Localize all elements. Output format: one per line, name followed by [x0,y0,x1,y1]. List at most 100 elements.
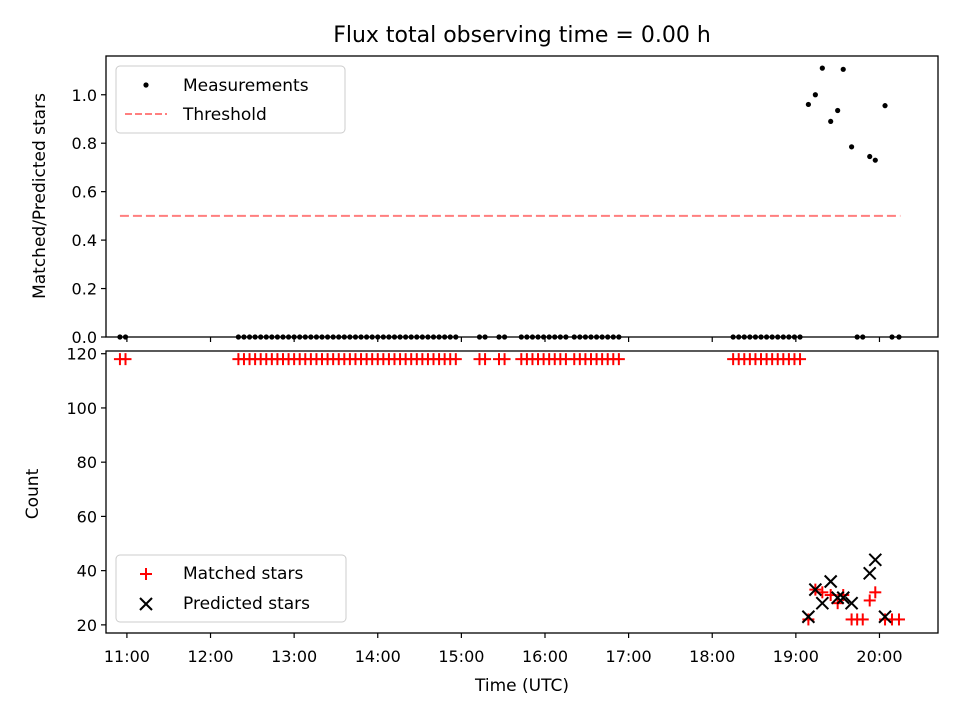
measurement-point [730,334,736,340]
legend-matched-label: Matched stars [183,564,303,584]
bottom-x-tick-label: 18:00 [689,647,735,666]
measurement-point [419,334,425,340]
top-y-tick-label: 0.6 [72,183,97,202]
matched-star-point [612,353,625,366]
predicted-star-stroke [815,596,830,610]
measurement-point [308,334,314,340]
measurement-point [860,334,866,340]
measurement-point [563,334,569,340]
measurement-point [805,101,811,108]
bottom-y-tick-label: 100 [66,399,97,418]
measurement-point [546,334,552,340]
matched-stars-series [113,353,905,626]
measurement-point [896,334,902,340]
measurement-point [436,334,442,340]
measurement-point [352,334,359,340]
predicted-star-point [836,591,850,605]
matched-star-point [449,353,462,366]
measurement-point [577,334,583,340]
measurement-point [324,334,331,340]
measurement-point [403,334,409,340]
predicted-star-stroke [868,553,882,567]
predicted-star-stroke [830,591,845,605]
measurement-point [867,153,873,160]
measurement-point [610,334,616,340]
measurement-point [582,334,589,340]
measurement-point [848,144,855,150]
predicted-star-stroke [863,566,877,581]
top-y-tick-label: 1.0 [72,86,97,105]
bottom-x-tick-label: 14:00 [355,647,401,666]
predicted-star-stroke [878,610,892,624]
measurement-point [291,334,297,340]
bottom-legend-box [115,554,347,623]
matched-star-point [863,594,876,607]
measurement-point [599,334,605,340]
measurement-point [369,334,375,340]
matched-star-point [479,353,492,366]
measurement-point [518,334,524,340]
measurement-point [482,334,488,340]
bottom-x-tick-label: 15:00 [438,647,484,666]
measurement-point [593,334,600,340]
measurement-point [442,334,448,340]
measurement-point [235,334,241,340]
measurement-point [501,334,508,340]
measurement-point [889,334,895,340]
measurement-point [476,334,483,340]
matched-star-point [869,586,882,599]
measurement-point [775,334,781,340]
top-chart-title: Flux total observing time = 0.00 h [333,23,711,48]
measurement-point [541,334,547,340]
predicted-star-point [801,610,816,624]
measurement-point [791,334,798,340]
measurement-point [828,118,834,125]
top-y-axis: 0.0 0.2 0.4 0.6 0.8 1.0 [72,86,106,347]
legend-measurements-label: Measurements [183,76,309,96]
measurement-point [786,334,792,340]
predicted-star-point [823,574,838,589]
measurement-point [780,334,786,340]
measurement-point [397,334,403,340]
measurement-point [752,334,759,340]
legend-threshold-label: Threshold [182,105,267,125]
measurement-point [269,334,275,340]
measurement-point [380,334,386,340]
measurement-point [330,334,336,340]
measurement-point [552,334,558,340]
predicted-stars-series [801,553,892,624]
measurement-point [747,334,753,340]
top-y-tick-label: 0.2 [72,280,97,299]
predicted-star-point [844,596,859,610]
bottom-y-tick-label: 80 [77,453,97,472]
measurement-point [274,334,281,340]
predicted-star-point [868,553,882,567]
matched-star-point [892,613,905,626]
bottom-x-axis-label: Time (UTC) [474,676,569,696]
measurement-point [263,334,269,340]
top-legend-box [115,65,346,134]
measurement-point [812,92,818,98]
measurement-point [386,334,392,340]
bottom-x-tick-label: 16:00 [522,647,568,666]
bottom-plot: 20 40 60 80 100 120 11:00 12:00 13:00 14:00 15:00… [23,345,939,696]
bottom-x-tick-label: 17:00 [606,647,652,666]
matched-star-point [794,353,807,366]
measurement-point [588,334,594,340]
measurement-point [430,334,437,340]
matched-star-point [119,353,132,366]
measurement-point [616,334,622,340]
measurement-point [763,334,770,340]
predicted-star-stroke [801,610,816,624]
bottom-y-tick-label: 120 [66,345,97,364]
measurement-point [364,334,370,340]
bottom-x-axis: 11:00 12:00 13:00 14:00 15:00 16:00 17:00 18:00… [104,633,903,666]
legend-measurements-marker [143,82,149,88]
measurement-point [835,107,841,114]
predicted-star-point [878,610,892,624]
measurement-point [557,334,563,340]
measurement-point [313,334,320,340]
bottom-y-tick-label: 60 [77,507,97,526]
measurement-point [252,334,258,340]
top-y-tick-label: 0.8 [72,134,97,153]
